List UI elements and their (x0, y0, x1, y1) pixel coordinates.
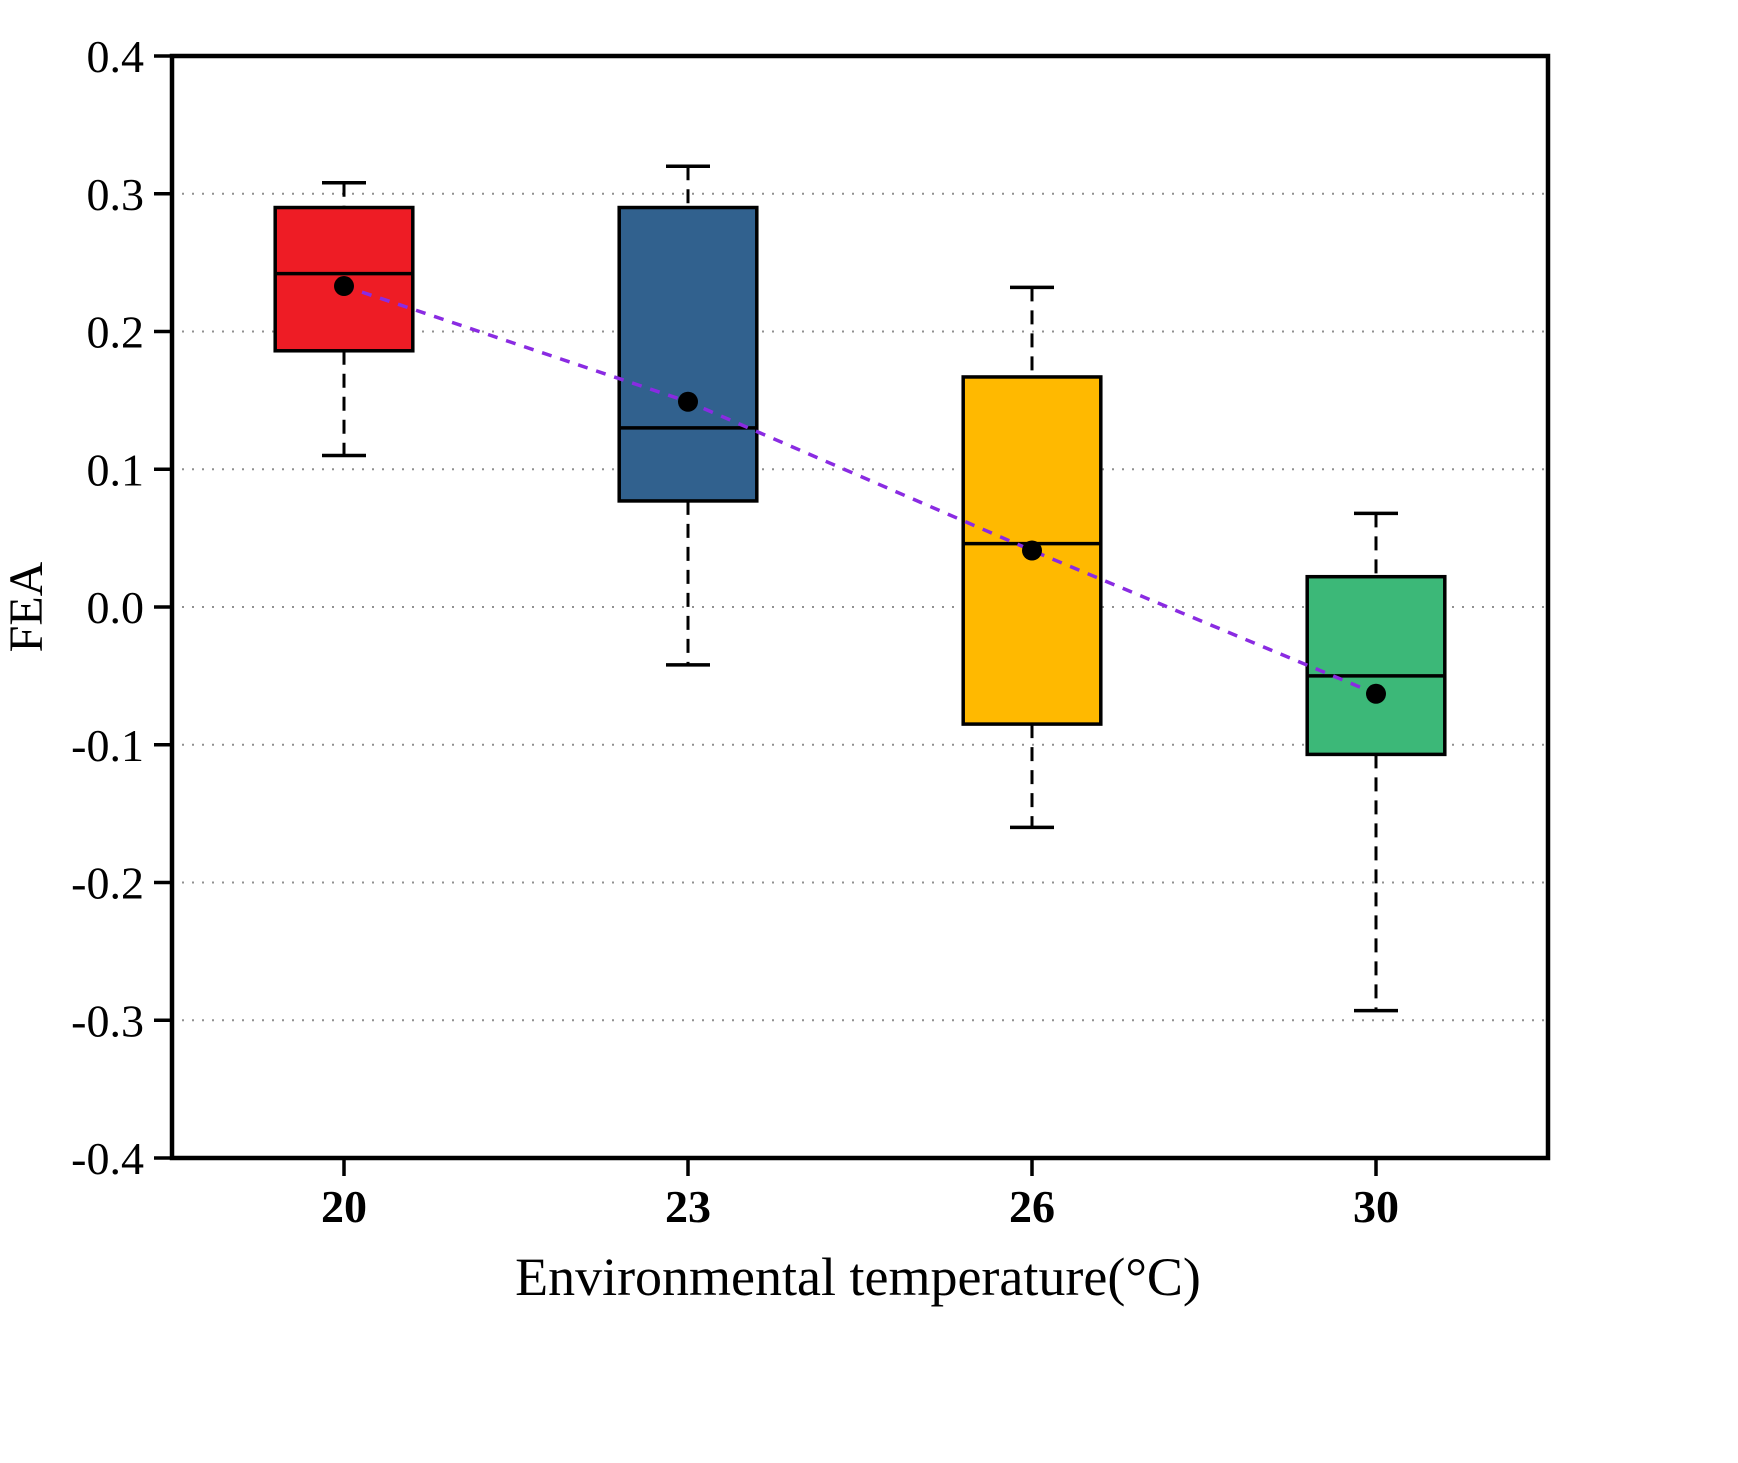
y-tick-label--0.1: -0.1 (71, 720, 144, 771)
box-30 (1305, 574, 1447, 757)
y-axis-title: FEA (0, 561, 53, 652)
mean-marker-30 (1366, 683, 1386, 704)
x-tick-label-30: 30 (1353, 1181, 1399, 1232)
y-tick-label-0.3: 0.3 (87, 169, 145, 220)
y-tick-label--0.2: -0.2 (71, 858, 144, 909)
box-23 (617, 205, 759, 503)
mean-trend-line (343, 284, 1377, 696)
x-tick-label-20: 20 (321, 1181, 367, 1232)
mean-marker-26 (1022, 540, 1042, 561)
y-tick-label--0.3: -0.3 (71, 995, 144, 1046)
mean-marker-23 (678, 391, 698, 412)
y-tick-label-0.1: 0.1 (87, 444, 145, 495)
x-tick-label-26: 26 (1009, 1181, 1055, 1232)
x-tick-label-23: 23 (665, 1181, 711, 1232)
x-axis-title: Environmental temperature(°C) (515, 1247, 1201, 1307)
y-tick-label-0.4: 0.4 (87, 31, 145, 82)
y-tick-label--0.4: -0.4 (71, 1133, 144, 1184)
y-tick-label-0.0: 0.0 (87, 582, 145, 633)
y-tick-label-0.2: 0.2 (87, 307, 145, 358)
mean-marker-20 (334, 276, 354, 297)
